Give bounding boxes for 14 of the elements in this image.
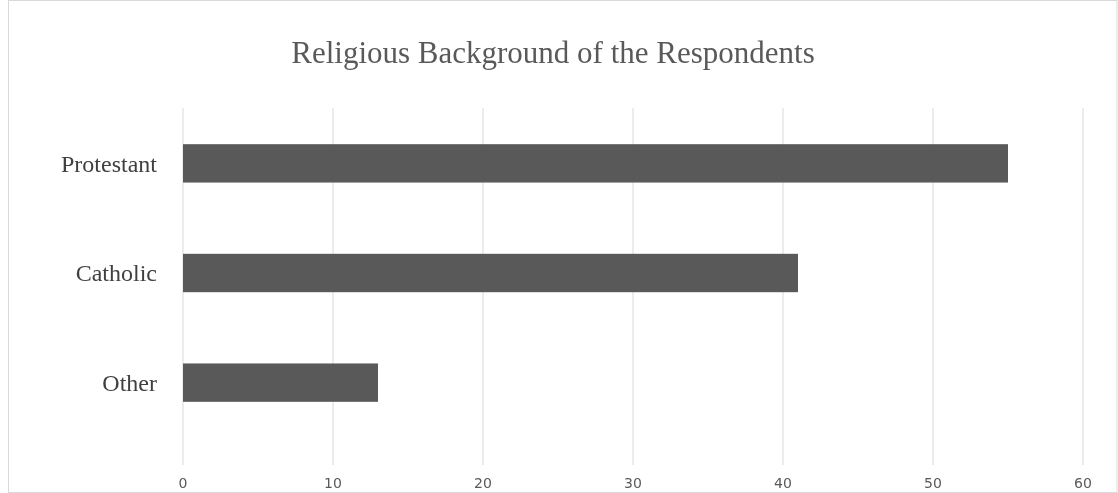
x-tick-label: 10 bbox=[324, 475, 342, 491]
x-tick-label: 30 bbox=[624, 475, 642, 491]
bar bbox=[183, 144, 1008, 183]
y-tick-label: Protestant bbox=[61, 150, 158, 177]
bar bbox=[183, 253, 798, 293]
chart-title: Religious Background of the Respondents bbox=[291, 35, 815, 70]
y-tick-label: Catholic bbox=[75, 260, 157, 287]
x-tick-label: 40 bbox=[774, 475, 792, 491]
y-tick-label: Other bbox=[102, 370, 157, 397]
x-tick-label: 50 bbox=[924, 475, 942, 491]
bar bbox=[183, 363, 378, 402]
x-tick-label: 20 bbox=[474, 475, 492, 491]
x-tick-label: 60 bbox=[1074, 475, 1092, 491]
x-tick-label: 0 bbox=[178, 475, 188, 491]
